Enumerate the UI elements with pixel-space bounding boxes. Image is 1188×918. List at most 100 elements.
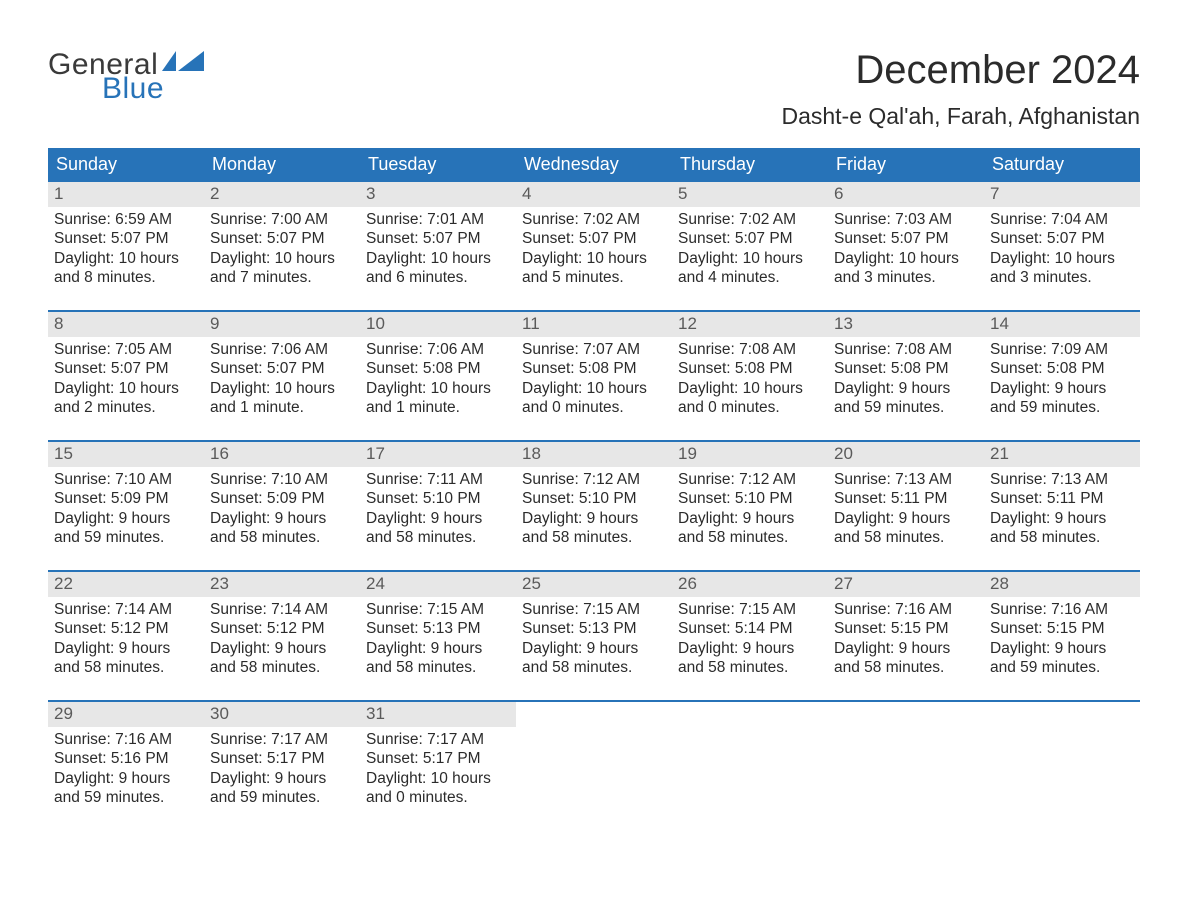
- day-number: 9: [204, 312, 360, 337]
- day-detail-line: Sunset: 5:09 PM: [210, 489, 354, 508]
- calendar-day: 8Sunrise: 7:05 AMSunset: 5:07 PMDaylight…: [48, 312, 204, 440]
- day-detail-line: Sunset: 5:07 PM: [366, 229, 510, 248]
- day-detail-line: and 59 minutes.: [54, 528, 198, 547]
- calendar-day: 31Sunrise: 7:17 AMSunset: 5:17 PMDayligh…: [360, 702, 516, 830]
- calendar-day: 26Sunrise: 7:15 AMSunset: 5:14 PMDayligh…: [672, 572, 828, 700]
- calendar-day: 21Sunrise: 7:13 AMSunset: 5:11 PMDayligh…: [984, 442, 1140, 570]
- day-detail-line: Sunrise: 7:16 AM: [990, 600, 1134, 619]
- day-details: Sunrise: 6:59 AMSunset: 5:07 PMDaylight:…: [48, 207, 204, 288]
- calendar-day: [516, 702, 672, 830]
- day-number: 20: [828, 442, 984, 467]
- day-details: Sunrise: 7:14 AMSunset: 5:12 PMDaylight:…: [204, 597, 360, 678]
- day-detail-line: Sunset: 5:10 PM: [678, 489, 822, 508]
- calendar-week: 8Sunrise: 7:05 AMSunset: 5:07 PMDaylight…: [48, 310, 1140, 440]
- day-detail-line: Daylight: 10 hours: [366, 249, 510, 268]
- day-detail-line: Daylight: 10 hours: [54, 249, 198, 268]
- day-detail-line: Daylight: 9 hours: [990, 379, 1134, 398]
- day-detail-line: Sunset: 5:11 PM: [834, 489, 978, 508]
- day-detail-line: Sunrise: 7:10 AM: [54, 470, 198, 489]
- day-detail-line: and 0 minutes.: [366, 788, 510, 807]
- page-title: December 2024: [781, 48, 1140, 93]
- day-detail-line: Daylight: 9 hours: [834, 639, 978, 658]
- day-detail-line: Sunset: 5:11 PM: [990, 489, 1134, 508]
- day-detail-line: Sunset: 5:10 PM: [366, 489, 510, 508]
- day-number: 12: [672, 312, 828, 337]
- location-subtitle: Dasht-e Qal'ah, Farah, Afghanistan: [781, 103, 1140, 130]
- day-detail-line: Sunrise: 7:03 AM: [834, 210, 978, 229]
- day-of-week-header: Tuesday: [360, 148, 516, 182]
- day-of-week-header: Friday: [828, 148, 984, 182]
- day-number: 26: [672, 572, 828, 597]
- day-detail-line: Sunrise: 7:16 AM: [834, 600, 978, 619]
- day-details: Sunrise: 7:16 AMSunset: 5:16 PMDaylight:…: [48, 727, 204, 808]
- day-detail-line: Daylight: 10 hours: [678, 249, 822, 268]
- day-of-week-header: Wednesday: [516, 148, 672, 182]
- day-detail-line: Daylight: 10 hours: [522, 249, 666, 268]
- day-detail-line: Sunrise: 7:06 AM: [366, 340, 510, 359]
- day-detail-line: and 3 minutes.: [990, 268, 1134, 287]
- day-detail-line: Daylight: 9 hours: [678, 639, 822, 658]
- day-detail-line: and 7 minutes.: [210, 268, 354, 287]
- calendar-day: 19Sunrise: 7:12 AMSunset: 5:10 PMDayligh…: [672, 442, 828, 570]
- day-detail-line: and 59 minutes.: [54, 788, 198, 807]
- day-details: Sunrise: 7:15 AMSunset: 5:13 PMDaylight:…: [516, 597, 672, 678]
- day-detail-line: Sunrise: 7:15 AM: [366, 600, 510, 619]
- day-detail-line: Daylight: 10 hours: [366, 769, 510, 788]
- day-of-week-header: Monday: [204, 148, 360, 182]
- day-details: Sunrise: 7:08 AMSunset: 5:08 PMDaylight:…: [828, 337, 984, 418]
- day-detail-line: and 59 minutes.: [990, 398, 1134, 417]
- calendar-day: 27Sunrise: 7:16 AMSunset: 5:15 PMDayligh…: [828, 572, 984, 700]
- day-number: 2: [204, 182, 360, 207]
- calendar-day: 24Sunrise: 7:15 AMSunset: 5:13 PMDayligh…: [360, 572, 516, 700]
- day-number: 10: [360, 312, 516, 337]
- day-detail-line: Sunrise: 7:16 AM: [54, 730, 198, 749]
- day-detail-line: Daylight: 9 hours: [834, 509, 978, 528]
- day-detail-line: Daylight: 10 hours: [834, 249, 978, 268]
- day-detail-line: Daylight: 9 hours: [54, 509, 198, 528]
- day-details: Sunrise: 7:13 AMSunset: 5:11 PMDaylight:…: [984, 467, 1140, 548]
- day-details: Sunrise: 7:02 AMSunset: 5:07 PMDaylight:…: [672, 207, 828, 288]
- day-detail-line: and 58 minutes.: [834, 528, 978, 547]
- day-detail-line: and 8 minutes.: [54, 268, 198, 287]
- day-detail-line: Daylight: 10 hours: [522, 379, 666, 398]
- day-details: Sunrise: 7:16 AMSunset: 5:15 PMDaylight:…: [828, 597, 984, 678]
- day-detail-line: Daylight: 10 hours: [678, 379, 822, 398]
- calendar-day: 15Sunrise: 7:10 AMSunset: 5:09 PMDayligh…: [48, 442, 204, 570]
- day-detail-line: Daylight: 9 hours: [210, 639, 354, 658]
- calendar-day: 30Sunrise: 7:17 AMSunset: 5:17 PMDayligh…: [204, 702, 360, 830]
- day-detail-line: Sunset: 5:07 PM: [210, 229, 354, 248]
- day-details: Sunrise: 7:07 AMSunset: 5:08 PMDaylight:…: [516, 337, 672, 418]
- calendar-day: 5Sunrise: 7:02 AMSunset: 5:07 PMDaylight…: [672, 182, 828, 310]
- calendar-day: [672, 702, 828, 830]
- day-details: Sunrise: 7:01 AMSunset: 5:07 PMDaylight:…: [360, 207, 516, 288]
- day-detail-line: Daylight: 9 hours: [990, 639, 1134, 658]
- day-detail-line: and 59 minutes.: [990, 658, 1134, 677]
- day-detail-line: Sunrise: 7:13 AM: [990, 470, 1134, 489]
- day-details: Sunrise: 7:06 AMSunset: 5:08 PMDaylight:…: [360, 337, 516, 418]
- calendar-day: 16Sunrise: 7:10 AMSunset: 5:09 PMDayligh…: [204, 442, 360, 570]
- calendar-day: 18Sunrise: 7:12 AMSunset: 5:10 PMDayligh…: [516, 442, 672, 570]
- day-detail-line: Sunrise: 7:04 AM: [990, 210, 1134, 229]
- day-detail-line: Sunset: 5:07 PM: [678, 229, 822, 248]
- day-number: 24: [360, 572, 516, 597]
- day-detail-line: and 58 minutes.: [990, 528, 1134, 547]
- day-details: Sunrise: 7:10 AMSunset: 5:09 PMDaylight:…: [48, 467, 204, 548]
- day-number: 15: [48, 442, 204, 467]
- day-detail-line: Daylight: 10 hours: [366, 379, 510, 398]
- day-detail-line: Daylight: 9 hours: [366, 639, 510, 658]
- day-details: Sunrise: 7:16 AMSunset: 5:15 PMDaylight:…: [984, 597, 1140, 678]
- day-number: 28: [984, 572, 1140, 597]
- day-detail-line: Sunrise: 7:12 AM: [522, 470, 666, 489]
- day-detail-line: and 58 minutes.: [522, 528, 666, 547]
- day-detail-line: Sunset: 5:14 PM: [678, 619, 822, 638]
- calendar-day: 29Sunrise: 7:16 AMSunset: 5:16 PMDayligh…: [48, 702, 204, 830]
- day-detail-line: Sunset: 5:16 PM: [54, 749, 198, 768]
- day-detail-line: Sunrise: 7:12 AM: [678, 470, 822, 489]
- day-detail-line: Sunset: 5:07 PM: [990, 229, 1134, 248]
- day-detail-line: and 2 minutes.: [54, 398, 198, 417]
- day-detail-line: Daylight: 9 hours: [678, 509, 822, 528]
- calendar-week: 1Sunrise: 6:59 AMSunset: 5:07 PMDaylight…: [48, 182, 1140, 310]
- day-detail-line: Sunrise: 7:11 AM: [366, 470, 510, 489]
- weeks-container: 1Sunrise: 6:59 AMSunset: 5:07 PMDaylight…: [48, 182, 1140, 830]
- day-number: 3: [360, 182, 516, 207]
